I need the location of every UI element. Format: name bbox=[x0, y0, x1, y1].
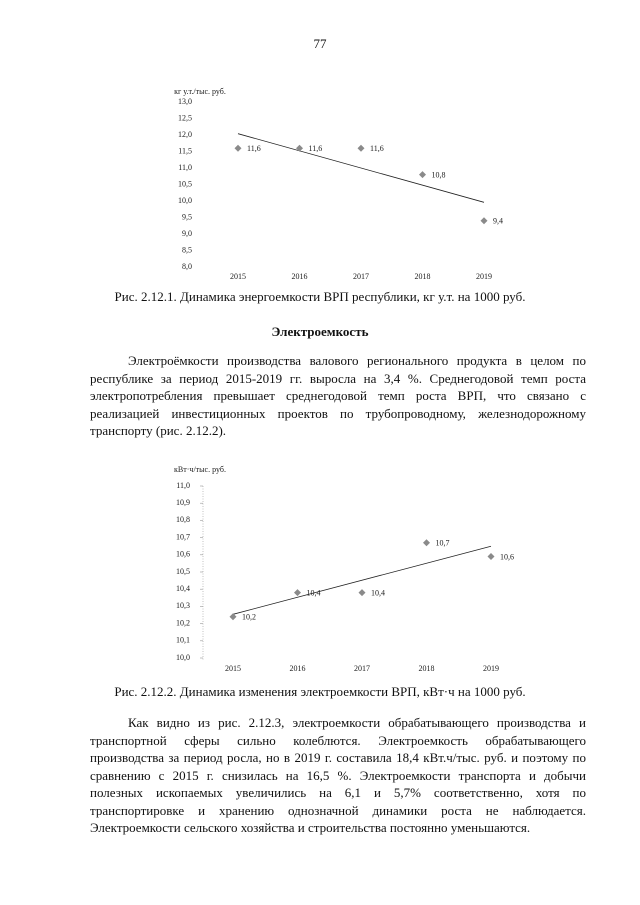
data-marker bbox=[358, 589, 366, 597]
y-tick-label: 9,0 bbox=[182, 229, 192, 238]
y-tick-label: 10,0 bbox=[176, 653, 190, 662]
y-tick-label: 11,0 bbox=[176, 481, 190, 490]
value-label: 10,8 bbox=[432, 170, 446, 179]
y-tick-label: 12,5 bbox=[178, 113, 192, 122]
y-tick-label: 8,5 bbox=[182, 245, 192, 254]
value-label: 10,2 bbox=[242, 613, 256, 622]
x-tick-label: 2019 bbox=[483, 664, 499, 673]
paragraph: Как видно из рис. 2.12.3, электроемкости… bbox=[90, 715, 586, 835]
figure-caption: Рис. 2.12.2. Динамика изменения электрое… bbox=[114, 684, 526, 699]
y-tick-label: 12,0 bbox=[178, 130, 192, 139]
data-marker bbox=[296, 144, 303, 152]
trend-line bbox=[232, 545, 492, 615]
y-tick-label: 10,6 bbox=[176, 550, 190, 559]
x-tick-label: 2015 bbox=[230, 272, 246, 281]
value-label: 9,4 bbox=[493, 217, 503, 226]
value-label: 11,6 bbox=[247, 144, 261, 153]
y-tick-label: 9,5 bbox=[182, 212, 192, 221]
y-tick-label: 10,8 bbox=[176, 515, 190, 524]
value-label: 11,6 bbox=[309, 144, 323, 153]
y-tick-label: 13,0 bbox=[178, 97, 192, 106]
x-tick-label: 2015 bbox=[225, 664, 241, 673]
data-marker bbox=[294, 589, 301, 597]
x-tick-label: 2018 bbox=[419, 664, 435, 673]
data-marker bbox=[419, 171, 426, 179]
page-number: 77 bbox=[313, 36, 327, 51]
y-axis-label: кВт·ч/тыс. руб. bbox=[174, 465, 226, 474]
y-axis-label: кг у.т./тыс. руб. bbox=[174, 87, 226, 96]
y-tick-label: 8,0 bbox=[182, 262, 192, 271]
y-tick-label: 10,7 bbox=[176, 532, 190, 541]
data-marker bbox=[480, 217, 488, 225]
y-tick-label: 11,0 bbox=[178, 163, 192, 172]
y-tick-label: 10,2 bbox=[176, 618, 190, 627]
y-tick-label: 10,9 bbox=[176, 498, 190, 507]
x-tick-label: 2018 bbox=[415, 272, 431, 281]
y-tick-label: 10,5 bbox=[176, 567, 190, 576]
value-label: 10,6 bbox=[500, 552, 514, 561]
x-tick-label: 2016 bbox=[292, 272, 308, 281]
trend-line bbox=[237, 133, 485, 203]
y-tick-label: 11,5 bbox=[178, 146, 192, 155]
section-heading: Электроемкость bbox=[271, 324, 369, 339]
data-marker bbox=[357, 144, 365, 152]
y-tick-label: 10,1 bbox=[176, 636, 190, 645]
data-marker bbox=[234, 144, 242, 152]
data-marker bbox=[487, 553, 495, 561]
value-label: 10,7 bbox=[436, 539, 450, 548]
x-tick-label: 2017 bbox=[354, 664, 370, 673]
value-label: 11,6 bbox=[370, 144, 384, 153]
y-tick-label: 10,5 bbox=[178, 179, 192, 188]
figure-caption: Рис. 2.12.1. Динамика энергоемкости ВРП … bbox=[114, 289, 526, 304]
y-tick-label: 10,4 bbox=[176, 584, 190, 593]
data-marker bbox=[423, 539, 430, 547]
value-label: 10,4 bbox=[307, 588, 321, 597]
value-label: 10,4 bbox=[371, 588, 385, 597]
x-tick-label: 2016 bbox=[290, 664, 306, 673]
paragraph: Электроёмкости производства валового рег… bbox=[90, 353, 586, 438]
y-tick-label: 10,3 bbox=[176, 601, 190, 610]
data-marker bbox=[229, 613, 237, 621]
x-tick-label: 2017 bbox=[353, 272, 369, 281]
x-tick-label: 2019 bbox=[476, 272, 492, 281]
y-tick-label: 10,0 bbox=[178, 196, 192, 205]
